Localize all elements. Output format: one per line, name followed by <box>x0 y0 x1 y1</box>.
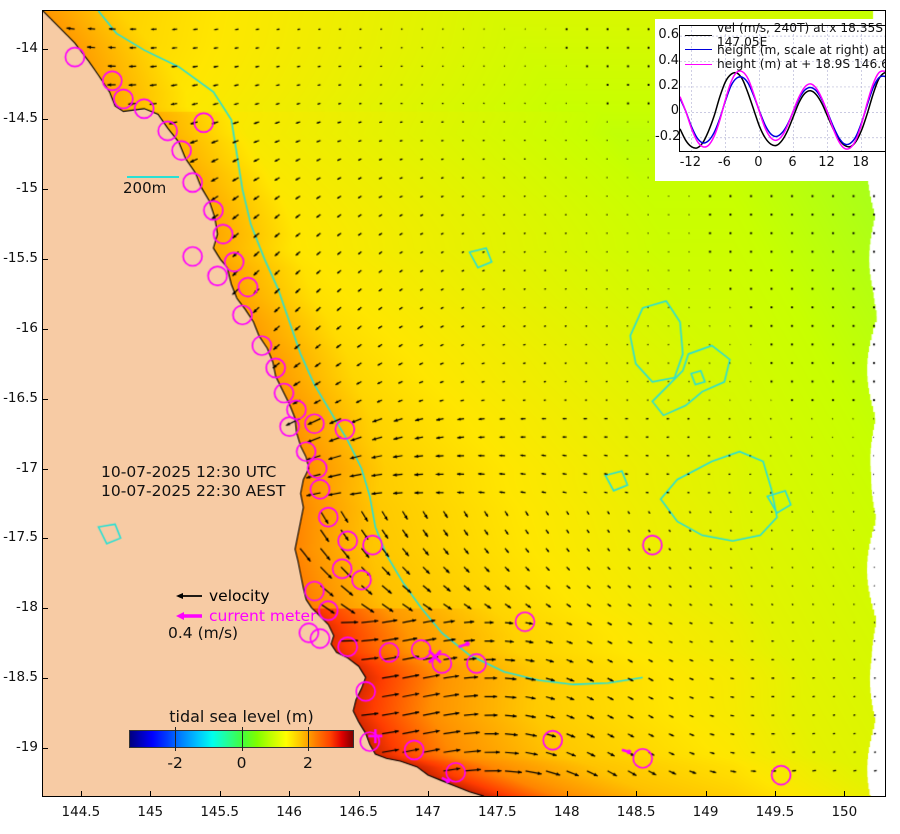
y-tick-mark <box>42 258 48 260</box>
y-tick-label: -19 <box>15 739 38 756</box>
colorbar-tick-mark <box>307 727 309 751</box>
x-tick-mark <box>774 791 776 797</box>
colorbar-title: tidal sea level (m) <box>169 707 314 726</box>
x-tick-label: 149.5 <box>755 804 795 820</box>
velocity-scale-label: 0.4 (m/s) <box>168 624 239 642</box>
timestamp-local: 10-07-2025 22:30 AEST <box>101 482 286 500</box>
inset-x-tick-label: 12 <box>818 155 835 170</box>
x-tick-label: 149 <box>692 804 719 820</box>
depth-contour-line-icon <box>127 176 179 178</box>
y-tick-label: -15.5 <box>3 249 38 266</box>
y-tick-label: -17.5 <box>3 529 38 546</box>
velocity-arrow-icon <box>176 593 202 599</box>
x-tick-mark <box>844 791 846 797</box>
legend-swatch-height-x <box>685 49 712 51</box>
current-meter-legend-row: current meter <box>176 606 316 626</box>
y-tick-label: -18.5 <box>3 669 38 686</box>
x-tick-label: 148 <box>553 804 580 820</box>
x-tick-label: 148.5 <box>616 804 656 820</box>
y-tick-mark <box>42 468 48 470</box>
y-tick-mark <box>42 49 48 51</box>
y-tick-label: -16 <box>15 319 38 336</box>
inset-legend: vel (m/s, 240T) at x 18.35S 147.05E heig… <box>685 21 886 72</box>
legend-entry-height-plus: height (m) at + 18.9S 146.6E <box>685 57 886 72</box>
inset-timeseries-chart[interactable]: 0.60.40.20-0.23210-1-12-606121824 vel (m… <box>655 19 886 181</box>
x-tick-mark <box>289 791 291 797</box>
timestamp-utc: 10-07-2025 12:30 UTC <box>101 463 277 481</box>
timestamp-block: 10-07-2025 12:30 UTC 10-07-2025 22:30 AE… <box>101 463 285 501</box>
y-tick-mark <box>42 398 48 400</box>
y-tick-mark <box>42 188 48 190</box>
colorbar-tick-label: 0 <box>236 754 247 772</box>
x-tick-mark <box>427 791 429 797</box>
inset-y-tick-label: 0.2 <box>658 77 679 93</box>
y-tick-mark <box>42 748 48 750</box>
y-tick-label: -14 <box>15 40 38 57</box>
x-tick-label: 144.5 <box>61 804 101 820</box>
y-tick-mark <box>42 328 48 330</box>
map-plot-area[interactable]: 10-07-2025 12:30 UTC 10-07-2025 22:30 AE… <box>42 10 886 797</box>
x-tick-label: 146 <box>276 804 302 820</box>
legend-swatch-height-plus <box>685 63 712 65</box>
legend-entry-height-x: height (m, scale at right) at x <box>685 42 886 58</box>
x-tick-label: 150 <box>831 804 858 820</box>
legend-swatch-velocity <box>685 34 712 36</box>
y-tick-mark <box>42 678 48 680</box>
inset-x-tick-label: 18 <box>852 155 869 170</box>
x-tick-mark <box>219 791 221 797</box>
y-tick-label: -16.5 <box>3 389 38 406</box>
inset-y-tick-label: 0.4 <box>658 52 679 68</box>
x-tick-label: 146.5 <box>339 804 378 820</box>
y-tick-label: -15 <box>15 179 38 196</box>
x-tick-mark <box>497 791 499 797</box>
x-tick-mark <box>80 791 82 797</box>
colorbar-tick-mark <box>175 727 177 751</box>
x-tick-label: 147.5 <box>477 804 517 820</box>
velocity-legend: velocity current meter <box>176 586 316 626</box>
x-tick-mark <box>358 791 360 797</box>
colorbar: tidal sea level (m) -2 0 2 <box>129 707 354 772</box>
y-tick-label: -18 <box>15 599 38 616</box>
inset-x-tick-label: -12 <box>679 155 701 170</box>
x-tick-label: 145.5 <box>200 804 239 820</box>
current-meter-legend-label: current meter <box>209 607 317 625</box>
legend-entry-velocity: vel (m/s, 240T) at x 18.35S 147.05E <box>685 21 885 49</box>
inset-x-tick-label: 6 <box>788 155 797 170</box>
x-tick-mark <box>566 791 568 797</box>
x-tick-mark <box>705 791 707 797</box>
y-tick-mark <box>42 608 48 610</box>
inset-curves <box>680 26 885 151</box>
legend-label-velocity: vel (m/s, 240T) at x 18.35S 147.05E <box>717 20 883 50</box>
inset-y-tick-label: -0.2 <box>655 128 681 144</box>
depth-contour-legend: 200m <box>123 176 179 197</box>
colorbar-tick-mark <box>241 727 243 751</box>
y-tick-mark <box>42 119 48 121</box>
y-tick-label: -17 <box>15 459 38 476</box>
current-meter-arrow-icon <box>176 612 202 620</box>
legend-label-height-x: height (m, scale at right) at x <box>717 42 886 57</box>
x-tick-label: 147 <box>415 804 441 820</box>
depth-contour-label: 200m <box>123 179 167 197</box>
colorbar-tick-label: -2 <box>167 754 183 772</box>
colorbar-tick-label: 2 <box>302 754 313 772</box>
inset-x-tick-label: -6 <box>717 155 731 170</box>
x-tick-mark <box>636 791 638 797</box>
velocity-legend-label: velocity <box>209 587 270 605</box>
inset-y-tick-label: 0 <box>670 103 679 119</box>
inset-x-tick-label: 0 <box>754 155 763 170</box>
x-tick-mark <box>150 791 152 797</box>
inset-plot-area <box>679 25 885 152</box>
y-tick-label: -14.5 <box>3 110 38 127</box>
velocity-legend-row: velocity <box>176 586 316 606</box>
inset-y-tick-label: 0.6 <box>658 27 679 43</box>
x-tick-label: 145 <box>137 804 164 820</box>
y-tick-mark <box>42 538 48 540</box>
legend-label-height-plus: height (m) at + 18.9S 146.6E <box>717 57 886 71</box>
